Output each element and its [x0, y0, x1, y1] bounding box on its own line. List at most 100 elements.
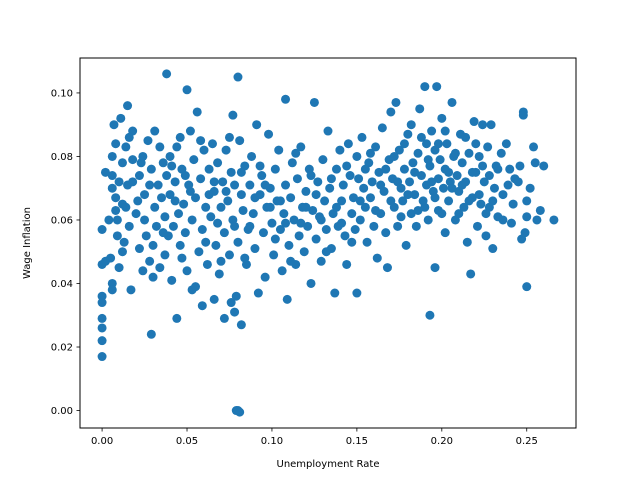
data-point — [389, 151, 399, 161]
data-point — [224, 250, 234, 260]
data-point — [442, 139, 452, 149]
data-point — [299, 247, 309, 257]
data-point — [286, 193, 296, 203]
data-point — [393, 177, 403, 187]
data-point — [134, 244, 144, 254]
data-point — [160, 212, 170, 222]
data-point — [444, 167, 454, 177]
data-point — [277, 266, 287, 276]
data-point — [219, 228, 229, 238]
data-point — [323, 126, 333, 136]
data-point — [100, 167, 110, 177]
data-point — [318, 155, 328, 165]
data-point — [394, 145, 404, 155]
data-point — [104, 215, 114, 225]
data-point — [459, 202, 469, 212]
data-point — [430, 263, 440, 273]
data-point — [145, 180, 155, 190]
data-point — [411, 221, 421, 231]
data-point — [134, 171, 144, 181]
data-point — [474, 151, 484, 161]
data-point — [143, 136, 153, 146]
data-point — [114, 177, 124, 187]
data-point — [97, 336, 107, 346]
data-point — [185, 126, 195, 136]
data-point — [437, 209, 447, 219]
data-point — [450, 148, 460, 158]
data-point — [180, 228, 190, 238]
data-point — [236, 190, 246, 200]
data-point — [337, 196, 347, 206]
data-point — [121, 142, 131, 152]
data-point — [488, 196, 498, 206]
y-tick-label: 0.02 — [51, 343, 73, 354]
data-point — [493, 164, 503, 174]
data-point — [416, 171, 426, 181]
data-point — [179, 199, 189, 209]
data-point — [123, 101, 133, 111]
data-point — [462, 237, 472, 247]
data-point — [238, 205, 248, 215]
data-point — [131, 209, 141, 219]
data-point — [165, 151, 175, 161]
data-point — [107, 285, 117, 295]
data-point — [109, 120, 119, 130]
data-point — [350, 225, 360, 234]
data-point — [97, 291, 107, 301]
data-point — [140, 190, 150, 200]
data-point — [124, 132, 134, 142]
data-point — [399, 139, 409, 149]
data-point — [167, 275, 177, 285]
data-point — [391, 97, 401, 107]
data-point — [420, 82, 430, 92]
data-point — [245, 180, 255, 190]
y-axis-ticks: 0.00 0.02 0.04 0.06 0.08 0.10 — [51, 88, 80, 417]
data-point — [97, 323, 107, 333]
data-point — [420, 202, 430, 212]
data-point — [330, 288, 340, 298]
data-point — [535, 205, 545, 215]
data-point — [221, 145, 231, 155]
data-point — [150, 202, 160, 212]
data-point — [308, 205, 318, 215]
data-point — [114, 263, 124, 273]
data-point — [513, 177, 523, 187]
data-point — [454, 209, 464, 219]
data-point — [472, 221, 482, 231]
data-point — [107, 171, 117, 181]
data-point — [457, 158, 467, 168]
data-point — [489, 183, 499, 193]
data-point — [416, 132, 426, 142]
data-point — [401, 240, 411, 250]
data-point — [197, 301, 207, 311]
data-point — [279, 209, 289, 219]
data-point — [213, 158, 223, 168]
data-point — [230, 307, 240, 317]
data-point — [303, 221, 313, 231]
data-point — [377, 123, 387, 133]
data-point — [264, 129, 274, 139]
data-point — [471, 139, 481, 149]
data-point — [141, 231, 151, 241]
data-point — [204, 190, 214, 200]
data-point — [498, 215, 508, 225]
data-point — [162, 69, 172, 79]
data-point — [146, 164, 156, 174]
data-point — [267, 218, 277, 228]
data-point — [347, 209, 357, 219]
data-points — [97, 69, 559, 417]
data-point — [296, 218, 306, 228]
data-point — [194, 247, 204, 257]
data-point — [201, 237, 211, 247]
data-point — [196, 174, 206, 184]
data-point — [301, 186, 311, 196]
data-point — [228, 110, 238, 120]
data-point — [309, 97, 319, 107]
data-point — [359, 183, 369, 193]
data-point — [452, 171, 462, 181]
data-point — [406, 209, 416, 219]
data-point — [425, 310, 435, 320]
y-tick-label: 0.08 — [51, 152, 73, 163]
data-point — [253, 288, 263, 298]
